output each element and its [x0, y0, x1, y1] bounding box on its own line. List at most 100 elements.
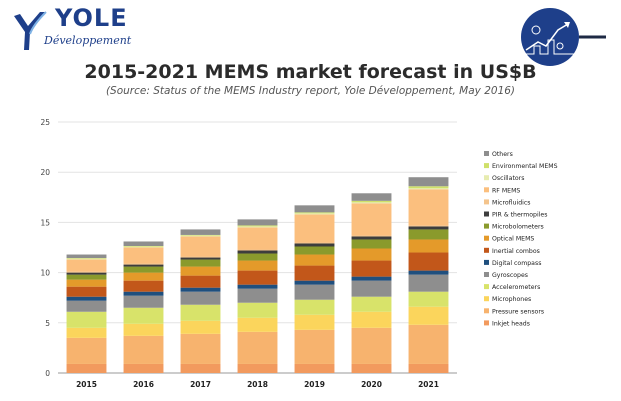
bar-segment: [180, 320, 221, 334]
yole-logo-mark: [14, 11, 47, 50]
bar-segment: [180, 333, 221, 364]
legend-label: Environmental MEMS: [492, 163, 558, 170]
bar-segment: [351, 248, 392, 261]
bar-segment: [180, 291, 221, 305]
bar-segment: [237, 270, 278, 285]
bar-segment: [180, 257, 221, 260]
x-tick-label: 2018: [247, 380, 268, 389]
y-tick-label: 20: [40, 168, 50, 177]
brand-subtitle: Développement: [44, 34, 132, 47]
legend-swatch: [484, 320, 489, 326]
bar-segment: [351, 296, 392, 312]
bar-segment: [351, 280, 392, 297]
bar-segment: [351, 235, 392, 237]
bar-segment: [408, 226, 449, 230]
legend-swatch: [484, 151, 489, 156]
x-tick-label: 2016: [133, 380, 154, 389]
chart-subtitle: (Source: Status of the MEMS Industry rep…: [105, 85, 516, 97]
bar-segment: [180, 304, 221, 321]
bar-segment: [408, 177, 449, 187]
bar-segment: [408, 239, 449, 253]
bar-segment: [408, 324, 449, 364]
bar-segment: [123, 264, 164, 267]
bar-segment: [294, 299, 335, 315]
bar-segment: [294, 246, 335, 255]
bar-segment: [66, 258, 107, 260]
bar-segment: [237, 253, 278, 261]
legend-label: PIR & thermopiles: [492, 212, 547, 219]
legend-swatch: [484, 235, 489, 241]
bar-segment: [351, 276, 392, 281]
bar-segment: [123, 241, 164, 246]
legend-label: Inertial combos: [492, 248, 540, 255]
bar-segment: [66, 259, 107, 272]
bar-segment: [351, 193, 392, 201]
bar-segment: [66, 296, 107, 301]
legend-label: Optical MEMS: [492, 236, 534, 243]
bar-segment: [408, 252, 449, 271]
x-tick-label: 2019: [304, 380, 325, 389]
legend-swatch: [484, 247, 489, 253]
bar-segment: [351, 236, 392, 240]
bar-segment: [408, 189, 449, 226]
bar-segment: [408, 225, 449, 227]
bar-segment: [351, 200, 392, 203]
bar-segment: [294, 213, 335, 215]
bar-segment: [180, 236, 221, 257]
bar-segment: [66, 363, 107, 373]
bar-segment: [180, 234, 221, 236]
legend-label: Gyroscopes: [492, 272, 528, 279]
y-tick-label: 5: [45, 319, 50, 328]
bar-segment: [294, 214, 335, 243]
bar-segment: [408, 291, 449, 307]
bar-segment: [123, 295, 164, 308]
bar-segment: [408, 306, 449, 325]
legend-label: Microbolometers: [492, 224, 544, 231]
legend-swatch: [484, 272, 489, 277]
bar-segment: [123, 335, 164, 364]
bar-segment: [180, 363, 221, 373]
x-tick-label: 2020: [361, 380, 382, 389]
bar-segment: [408, 270, 449, 275]
bar-segment: [237, 317, 278, 332]
bar-segment: [123, 307, 164, 324]
legend-label: RF MEMS: [492, 187, 520, 194]
bar-segment: [180, 256, 221, 258]
bar-segment: [66, 337, 107, 364]
y-tick-label: 0: [45, 369, 50, 378]
bar-segment: [66, 311, 107, 328]
bar-segment: [237, 226, 278, 228]
bar-segment: [237, 250, 278, 254]
bar-segment: [351, 203, 392, 236]
bar-segment: [294, 254, 335, 266]
legend-label: Accelerometers: [492, 284, 540, 291]
legend-swatch: [484, 284, 489, 290]
legend-label: Others: [492, 151, 513, 158]
bar-segment: [294, 314, 335, 330]
bar-segment: [237, 260, 278, 271]
bar-segment: [408, 188, 449, 190]
bar-segment: [237, 284, 278, 289]
bar-segment: [123, 263, 164, 265]
y-tick-label: 25: [40, 118, 50, 127]
bar-segment: [123, 291, 164, 296]
bar-segment: [123, 246, 164, 248]
bar-segment: [66, 286, 107, 297]
legend-label: Microphones: [492, 296, 531, 303]
bar-segment: [123, 266, 164, 273]
bar-segment: [66, 272, 107, 275]
bar-segment: [294, 205, 335, 213]
x-tick-label: 2021: [418, 380, 439, 389]
bar-segment: [180, 235, 221, 237]
bar-segment: [237, 249, 278, 251]
bar-segment: [66, 279, 107, 287]
bar-segment: [351, 311, 392, 328]
bar-segment: [294, 242, 335, 244]
legend-swatch: [484, 308, 489, 314]
legend-swatch: [484, 259, 489, 265]
bar-segment: [351, 260, 392, 277]
bar-segment: [66, 258, 107, 259]
bar-segment: [180, 287, 221, 292]
bar-segment: [66, 271, 107, 273]
legend-label: Inkjet heads: [492, 320, 530, 327]
